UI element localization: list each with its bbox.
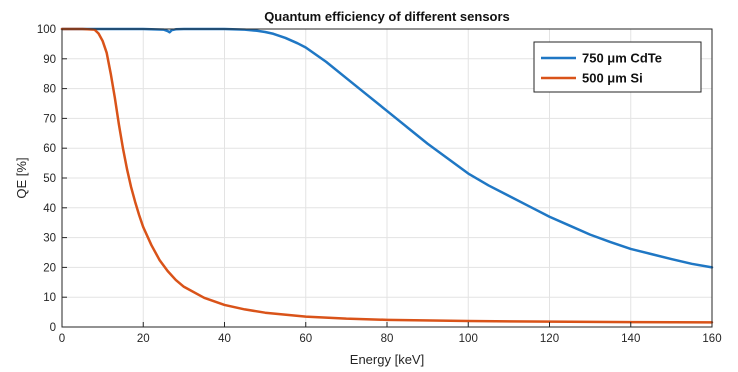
- x-tick-label: 0: [59, 333, 65, 345]
- chart-title: Quantum efficiency of different sensors: [264, 9, 510, 24]
- grid-lines: [62, 29, 712, 327]
- series-lines: [60, 27, 714, 324]
- y-tick-label: 50: [43, 173, 56, 185]
- x-tick-label: 140: [621, 333, 640, 345]
- y-tick-label: 80: [43, 84, 56, 96]
- y-tick-label: 30: [43, 233, 56, 245]
- y-tick-label: 70: [43, 113, 56, 125]
- x-axis-ticks: 0 20 40 60 80 100 120 140 160: [59, 322, 722, 345]
- y-axis-ticks: 0 10 20 30 40 50 60 70 80 90 100: [37, 24, 67, 334]
- y-axis-label: QE [%]: [14, 157, 29, 198]
- series-line-si: [60, 27, 714, 324]
- x-tick-label: 40: [218, 333, 231, 345]
- legend-box: [533, 41, 702, 93]
- y-tick-label: 90: [43, 54, 56, 66]
- x-tick-label: 20: [137, 333, 150, 345]
- y-tick-label: 40: [43, 203, 56, 215]
- x-tick-label: 120: [540, 333, 559, 345]
- x-tick-label: 160: [702, 333, 721, 345]
- y-tick-label: 20: [43, 262, 56, 274]
- x-axis-label: Energy [keV]: [350, 352, 424, 367]
- legend-label-cdte: 750 μm CdTe: [582, 51, 662, 66]
- y-tick-label: 60: [43, 143, 56, 155]
- y-tick-label: 0: [50, 322, 56, 334]
- y-tick-label: 10: [43, 292, 56, 304]
- x-tick-label: 100: [459, 333, 478, 345]
- y-tick-label: 100: [37, 24, 56, 36]
- x-tick-label: 80: [381, 333, 394, 345]
- x-tick-label: 60: [299, 333, 312, 345]
- series-line-cdte: [60, 27, 714, 269]
- legend: 750 μm CdTe 500 μm Si: [533, 41, 702, 93]
- legend-label-si: 500 μm Si: [582, 71, 643, 86]
